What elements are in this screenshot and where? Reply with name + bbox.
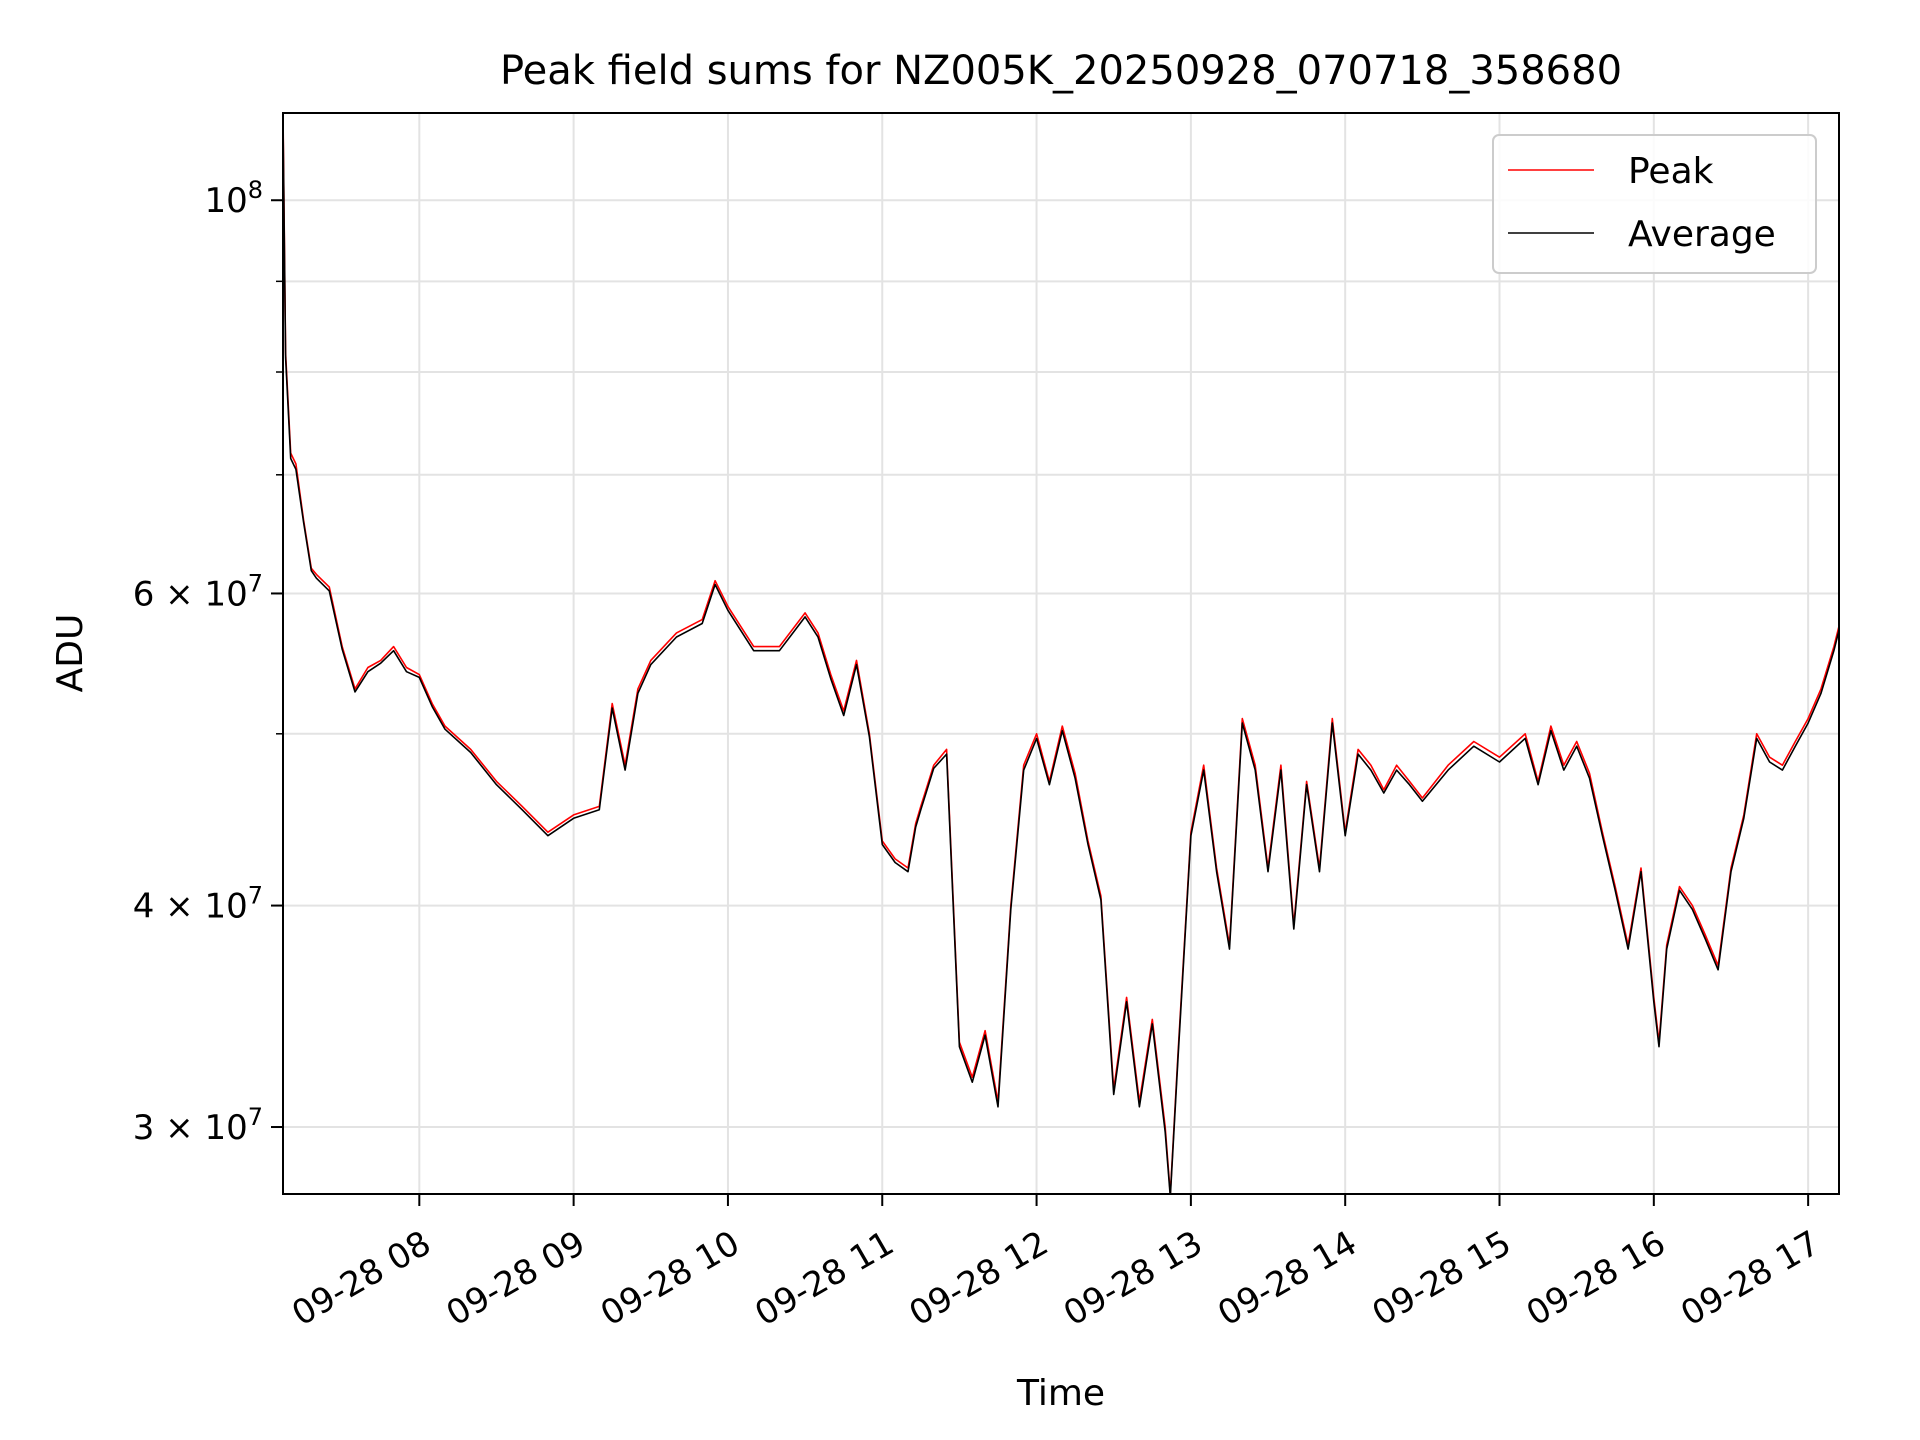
y-axis-label: ADU [50,614,91,693]
y-tick-label-2: 4 × 107 [133,882,263,927]
plot-area-frame [282,112,1840,1195]
grid [283,113,1839,1194]
chart-title: Peak field sums for NZ005K_20250928_0707… [500,48,1622,94]
legend-label-peak: Peak [1628,151,1714,192]
plot-lines [283,113,1839,1194]
series-line-average [283,119,1839,1194]
y-axis-ticks: 108 6 × 107 4 × 107 3 × 107 [133,176,283,1148]
series-line-peak [283,113,1839,1194]
y-tick-label-1: 6 × 107 [133,569,263,614]
y-tick-label-3: 3 × 107 [133,1103,263,1148]
y-tick-label-0: 108 [204,176,263,221]
x-axis-label: Time [1016,1373,1105,1414]
legend: Peak Average [1492,134,1817,274]
legend-label-average: Average [1628,214,1776,255]
